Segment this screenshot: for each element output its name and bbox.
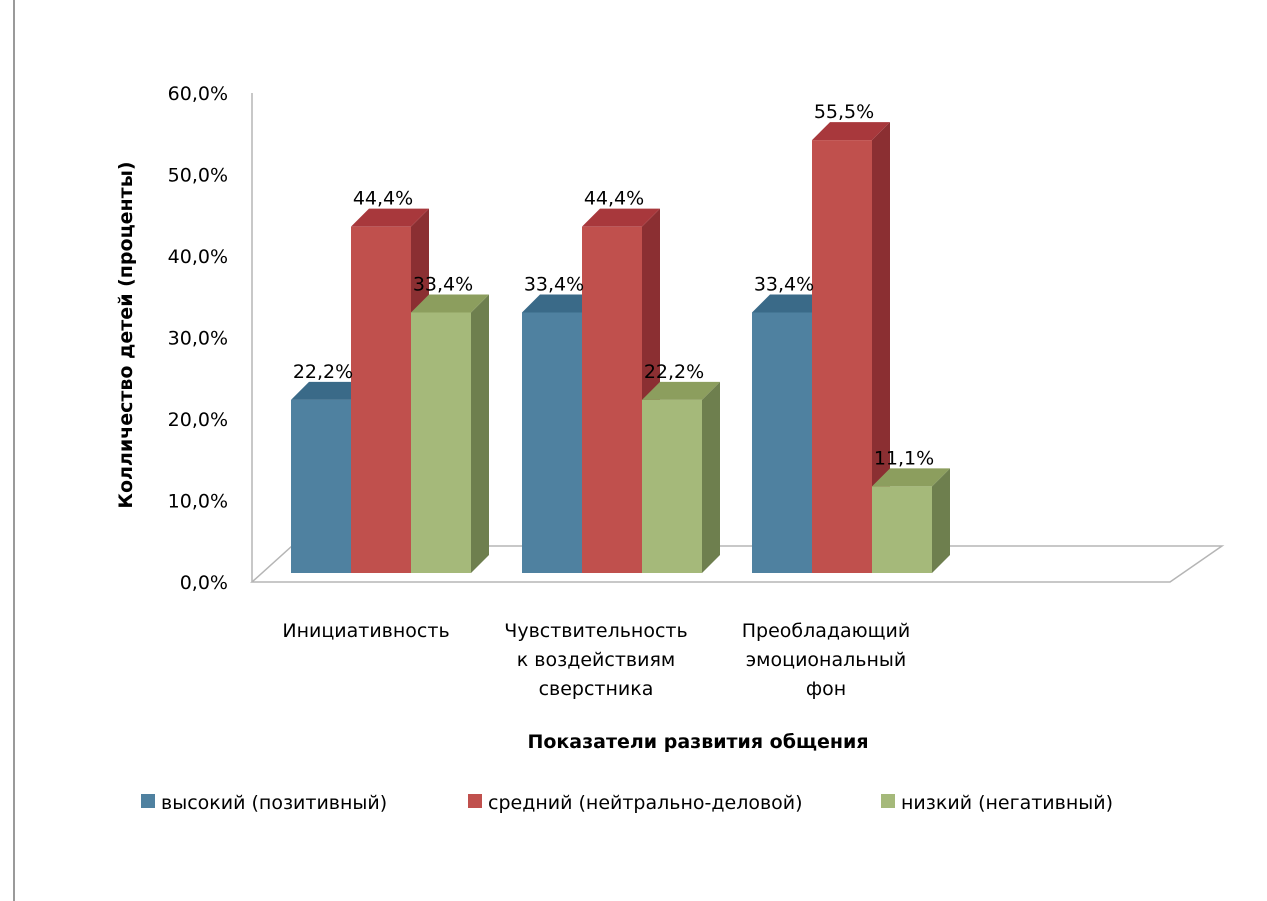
x-category-label-line: Преобладающий bbox=[742, 620, 911, 642]
bar-top bbox=[522, 294, 600, 313]
bar-top bbox=[812, 122, 890, 141]
bar bbox=[812, 122, 890, 573]
bar bbox=[642, 381, 720, 573]
data-label: 44,4% bbox=[353, 188, 413, 210]
bar-side bbox=[932, 468, 950, 573]
x-category-label-line: эмоциональный bbox=[746, 649, 906, 671]
data-label: 33,4% bbox=[524, 273, 584, 295]
x-category-label-line: сверстника bbox=[539, 678, 654, 700]
legend-item: низкий (негативный) bbox=[881, 792, 1113, 814]
x-category-label-line: Чувствительность bbox=[504, 620, 687, 642]
x-category-label: Преобладающий эмоциональный фон bbox=[742, 620, 911, 700]
y-tick-label: 40,0% bbox=[168, 246, 228, 268]
bar-front bbox=[411, 312, 471, 573]
bar-front bbox=[351, 226, 411, 573]
bar-top bbox=[411, 294, 489, 313]
x-category-label-line: Инициативность bbox=[282, 620, 449, 642]
x-category-label-line: к воздействиям bbox=[517, 649, 675, 671]
page-left-rule bbox=[13, 0, 15, 901]
data-label: 55,5% bbox=[814, 101, 874, 123]
data-label: 11,1% bbox=[874, 447, 934, 469]
y-tick-label: 10,0% bbox=[168, 491, 228, 513]
y-tick-label: 50,0% bbox=[168, 165, 228, 187]
bar-top bbox=[872, 468, 950, 487]
bar-top bbox=[642, 381, 720, 400]
bar bbox=[872, 468, 950, 573]
bar-front bbox=[642, 399, 702, 573]
x-category-labels: Инициативность Чувствительность к воздейст… bbox=[282, 620, 910, 700]
bar-front bbox=[582, 226, 642, 573]
bar-top bbox=[582, 208, 660, 227]
bar-front bbox=[752, 312, 812, 573]
bar-side bbox=[471, 294, 489, 573]
bar-side bbox=[872, 122, 890, 573]
bar-top bbox=[752, 294, 830, 313]
legend-label: низкий (негативный) bbox=[901, 792, 1113, 814]
data-label: 33,4% bbox=[413, 273, 473, 295]
bar-side bbox=[702, 381, 720, 573]
legend-label: средний (нейтрально-деловой) bbox=[488, 792, 803, 814]
bar-front bbox=[872, 486, 932, 573]
legend: высокий (позитивный) средний (нейтрально-… bbox=[141, 792, 1113, 814]
data-label: 33,4% bbox=[754, 273, 814, 295]
legend-swatch bbox=[468, 794, 482, 808]
bar-top bbox=[291, 381, 369, 400]
bar-top bbox=[351, 208, 429, 227]
legend-label: высокий (позитивный) bbox=[161, 792, 387, 814]
x-axis-title: Показатели развития общения bbox=[527, 731, 868, 753]
x-category-label: Инициативность bbox=[282, 620, 449, 642]
bar bbox=[411, 294, 489, 573]
chart-floor bbox=[250, 545, 1225, 583]
bar-front bbox=[522, 312, 582, 573]
data-label: 22,2% bbox=[644, 361, 704, 383]
x-category-label: Чувствительность к воздействиям сверстника bbox=[504, 620, 687, 700]
y-tick-label: 30,0% bbox=[168, 328, 228, 350]
legend-swatch bbox=[881, 794, 895, 808]
legend-item: высокий (позитивный) bbox=[141, 792, 387, 814]
bar-front bbox=[291, 399, 351, 573]
data-label: 22,2% bbox=[293, 361, 353, 383]
data-labels: 22,2% 44,4% 33,4% 33,4% 44,4% 22,2% 33,4% 55,5%… bbox=[293, 101, 934, 469]
y-tick-labels: 0,0% 10,0% 20,0% 30,0% 40,0% 50,0% 60,0% bbox=[168, 83, 228, 594]
bar-front bbox=[812, 140, 872, 573]
y-tick-label: 60,0% bbox=[168, 83, 228, 105]
y-tick-label: 20,0% bbox=[168, 409, 228, 431]
legend-swatch bbox=[141, 794, 155, 808]
bars bbox=[291, 122, 950, 573]
data-label: 44,4% bbox=[584, 188, 644, 210]
x-category-label-line: фон bbox=[806, 678, 846, 700]
legend-item: средний (нейтрально-деловой) bbox=[468, 792, 803, 814]
y-axis-title: Колличество детей (проценты) bbox=[115, 161, 137, 508]
y-tick-label: 0,0% bbox=[180, 572, 228, 594]
